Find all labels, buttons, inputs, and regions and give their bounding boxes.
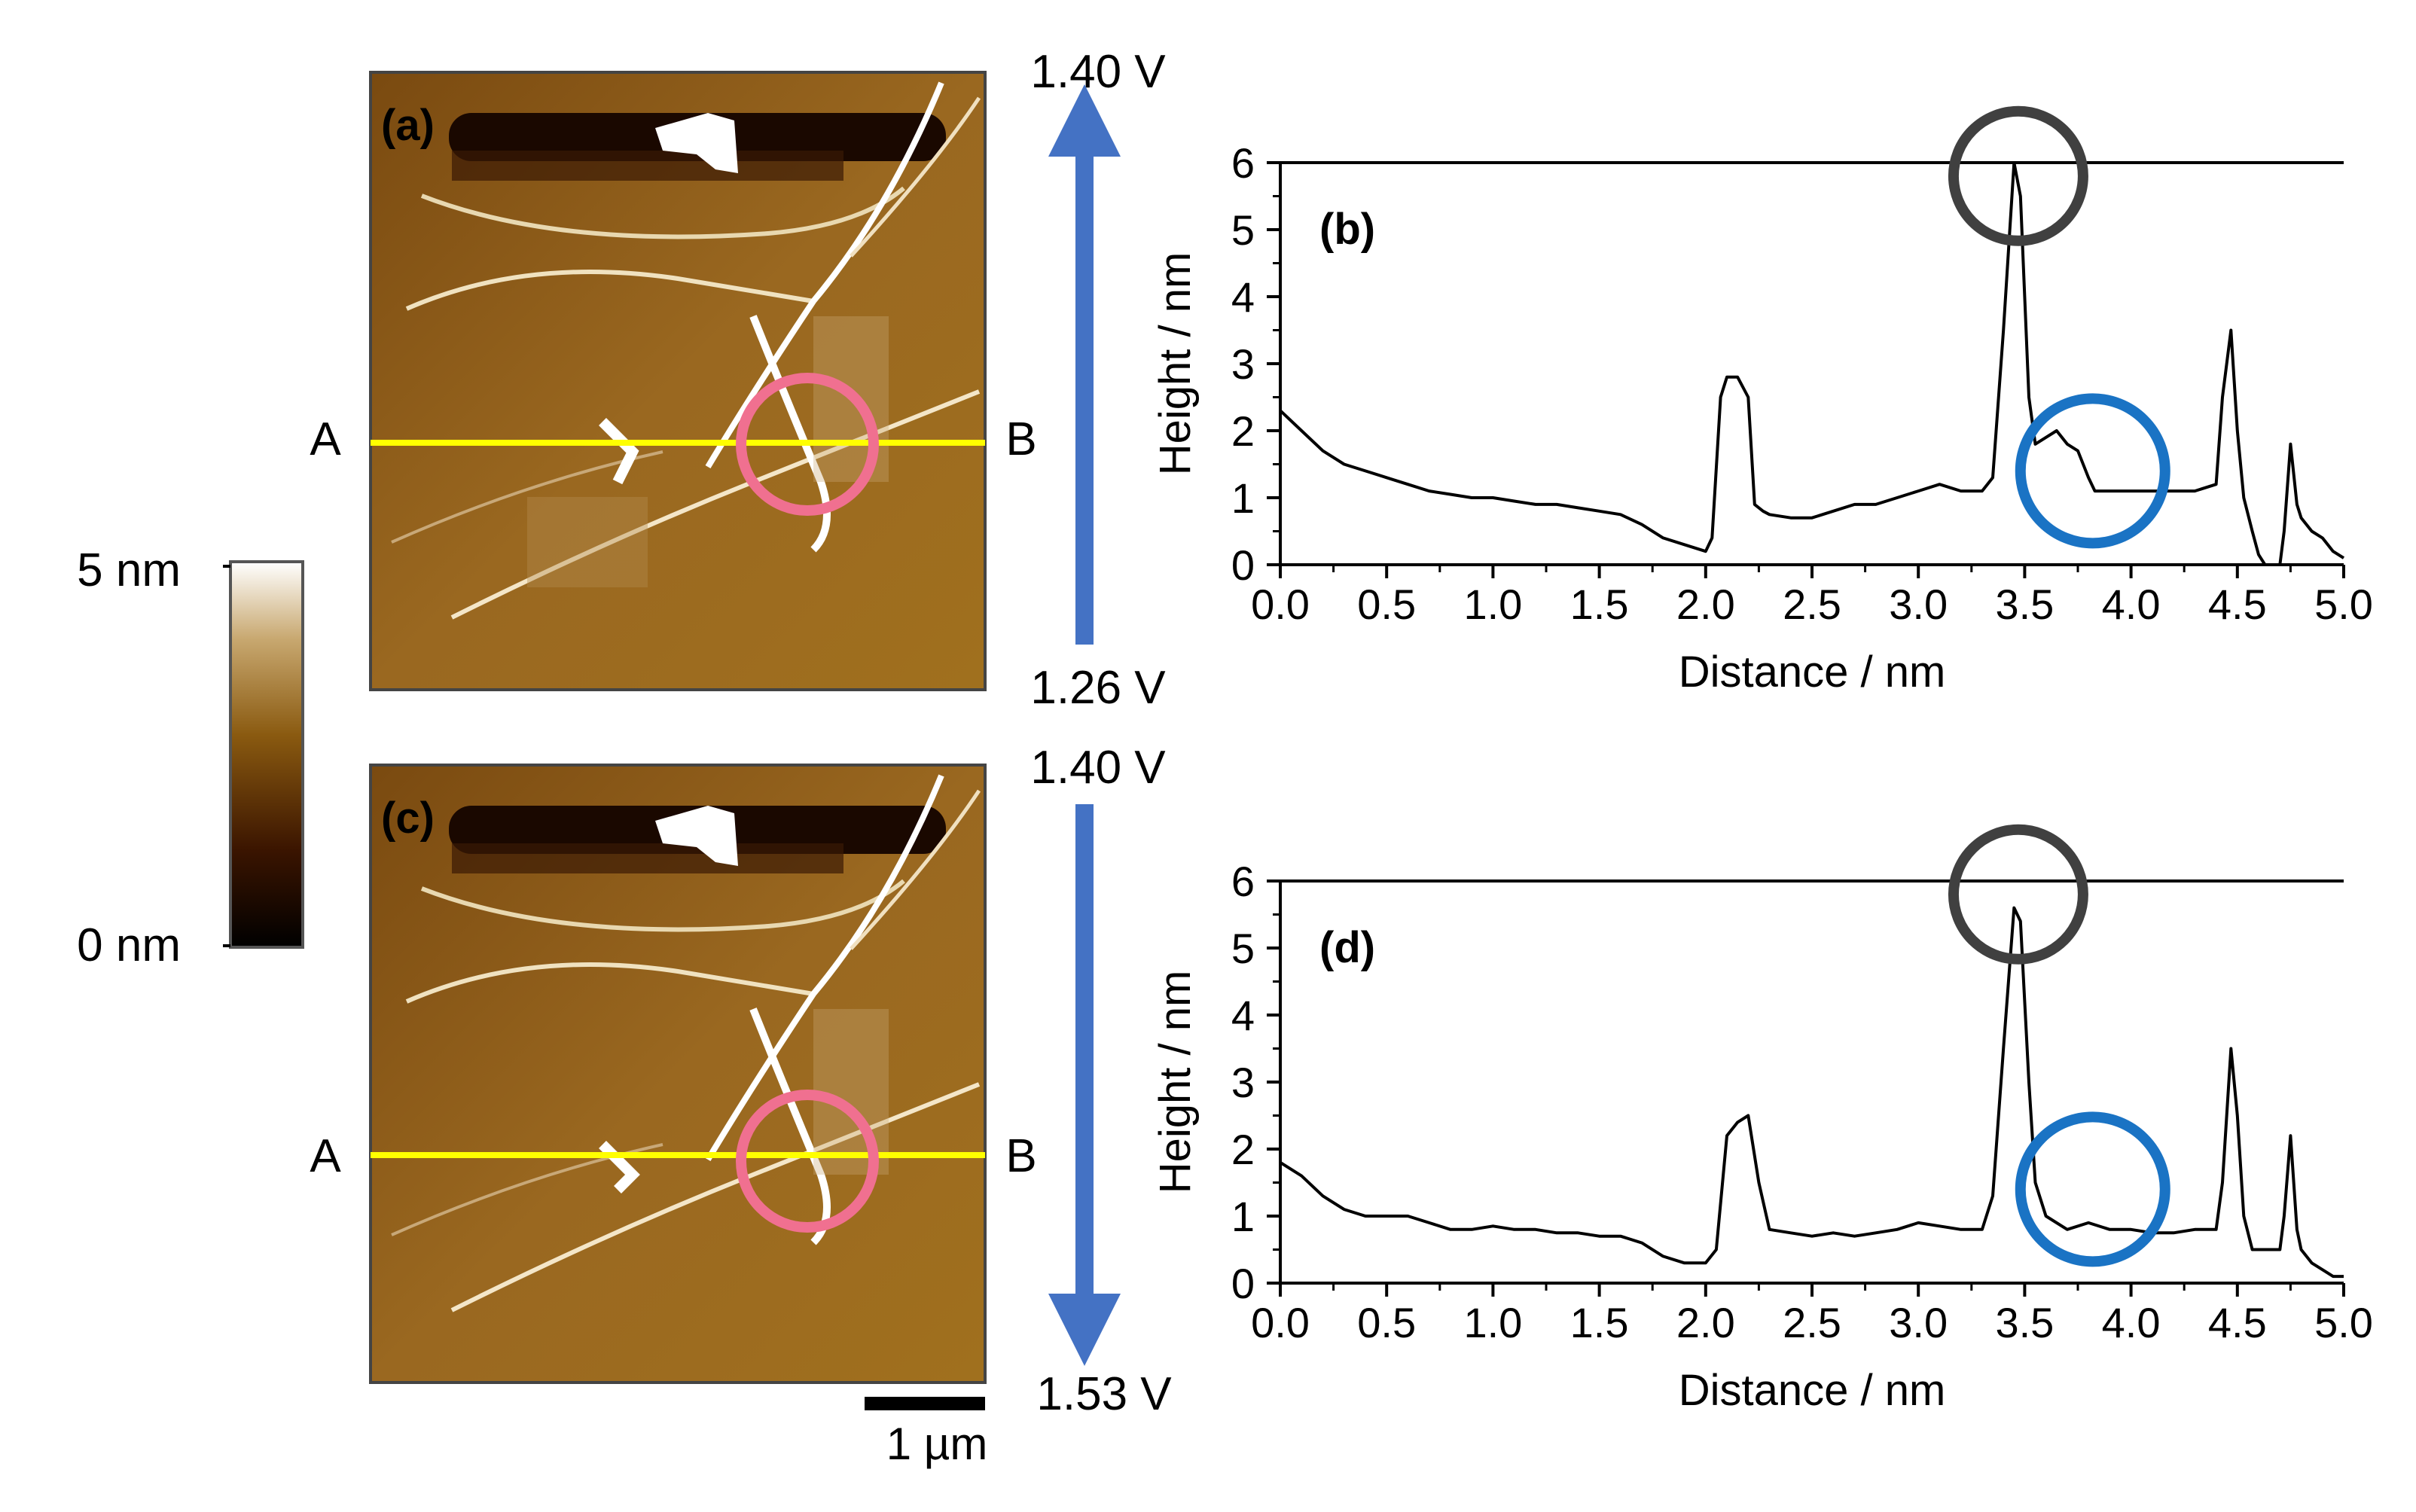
plot-b-y-axis-label: Height / nm <box>1151 252 1200 476</box>
voltage-top-a: 1.40 V <box>1030 46 1166 98</box>
colorbar-max-label: 5 nm <box>77 544 181 596</box>
plot-d-x-tick-label: 4.5 <box>2208 1299 2267 1346</box>
plot-d-x-tick-label: 2.5 <box>1783 1299 1841 1346</box>
plot-d-x-tick-label: 1.5 <box>1570 1299 1629 1346</box>
plot-b-y-tick-label: 6 <box>1231 139 1255 187</box>
scale-bar-label: 1 µm <box>886 1419 988 1469</box>
pink-circle-a <box>736 373 879 516</box>
plot-b-y-tick-label: 5 <box>1231 206 1255 254</box>
panel-label-c: (c) <box>381 794 435 843</box>
plot-d-y-tick-label: 1 <box>1231 1193 1255 1240</box>
plot-b-x-tick-label: 0.5 <box>1357 581 1416 628</box>
plot-d-x-tick-label: 3.0 <box>1889 1299 1948 1346</box>
plot-b-x-tick-label: 3.5 <box>1995 581 2054 628</box>
plot-d-y-tick-label: 2 <box>1231 1126 1255 1173</box>
plot-d-y-axis-label: Height / nm <box>1151 971 1200 1194</box>
plot-b-x-tick-label: 2.5 <box>1783 581 1841 628</box>
voltage-bottom-c: 1.53 V <box>1036 1368 1172 1420</box>
plot-b-x-tick-label: 1.5 <box>1570 581 1629 628</box>
line-end-label-c: B <box>1005 1130 1036 1182</box>
plot-b-x-tick-label: 1.0 <box>1463 581 1522 628</box>
colorbar-gradient <box>229 560 304 949</box>
plot-d-x-tick-label: 4.0 <box>2102 1299 2161 1346</box>
plot-d-x-tick-label: 3.5 <box>1995 1299 2054 1346</box>
line-end-label-a: B <box>1005 413 1036 465</box>
colorbar-min-label: 0 nm <box>77 919 181 971</box>
plot-d-y-tick-label: 6 <box>1231 858 1255 905</box>
plot-d-x-tick-label: 1.0 <box>1463 1299 1522 1346</box>
plot-b-y-tick-label: 0 <box>1231 541 1255 589</box>
plot-b-gray-circle <box>1948 105 2088 246</box>
line-start-label-a: A <box>310 413 341 465</box>
voltage-bottom-a: 1.26 V <box>1030 662 1166 714</box>
plot-b-y-tick-label: 3 <box>1231 340 1255 388</box>
plot-b-x-tick-label: 5.0 <box>2314 581 2373 628</box>
plot-d-gray-circle <box>1948 824 2088 965</box>
colorbar: 5 nm 0 nm <box>77 544 304 971</box>
plot-b-x-tick-label: 3.0 <box>1889 581 1948 628</box>
plot-b-x-tick-label: 2.0 <box>1676 581 1735 628</box>
height-profile-plot-d: 0.0 0.5 1.0 1.5 2.0 2.5 3.0 3.5 4.0 4.5 5.0 0 1 2 3 4 5 6… <box>1151 824 2373 1415</box>
plot-d-x-tick-label: 5.0 <box>2314 1299 2373 1346</box>
panel-label-a: (a) <box>381 101 435 150</box>
height-profile-plot-b: 0.0 0.5 1.0 1.5 2.0 2.5 3.0 3.5 4.0 4.5 5.0 0 1 2 3 4 5 6… <box>1151 105 2373 697</box>
plot-b-panel-label: (b) <box>1319 205 1375 254</box>
pink-circle-c <box>736 1090 879 1233</box>
plot-b-x-axis-label: Distance / nm <box>1679 648 1946 697</box>
plot-d-x-tick-label: 0.0 <box>1251 1299 1310 1346</box>
plot-d-y-tick-label: 4 <box>1231 992 1255 1039</box>
plot-b-x-tick-label: 4.0 <box>2102 581 2161 628</box>
plot-d-x-axis-label: Distance / nm <box>1679 1366 1946 1415</box>
plot-d-y-tick-label: 0 <box>1231 1260 1255 1307</box>
plot-b-y-tick-label: 1 <box>1231 474 1255 522</box>
plot-d-y-tick-label: 3 <box>1231 1059 1255 1106</box>
plot-d-x-tick-label: 2.0 <box>1676 1299 1735 1346</box>
plot-d-panel-label: (d) <box>1319 923 1375 972</box>
line-start-label-c: A <box>310 1130 341 1182</box>
afm-image-c <box>369 764 987 1384</box>
plot-d-x-tick-label: 0.5 <box>1357 1299 1416 1346</box>
plot-b-x-tick-label: 4.5 <box>2208 581 2267 628</box>
plot-b-blue-circle <box>2015 393 2170 549</box>
plot-d-y-tick-label: 5 <box>1231 925 1255 972</box>
afm-image-a <box>369 71 987 691</box>
plot-b-series-line <box>1279 161 2345 566</box>
voltage-top-c: 1.40 V <box>1030 742 1166 794</box>
plot-d-blue-circle <box>2015 1111 2170 1267</box>
plot-d-series-line <box>1279 906 2344 1279</box>
plot-b-x-tick-label: 0.0 <box>1251 581 1310 628</box>
plot-b-y-tick-label: 2 <box>1231 407 1255 455</box>
plot-b-y-tick-label: 4 <box>1231 273 1255 321</box>
